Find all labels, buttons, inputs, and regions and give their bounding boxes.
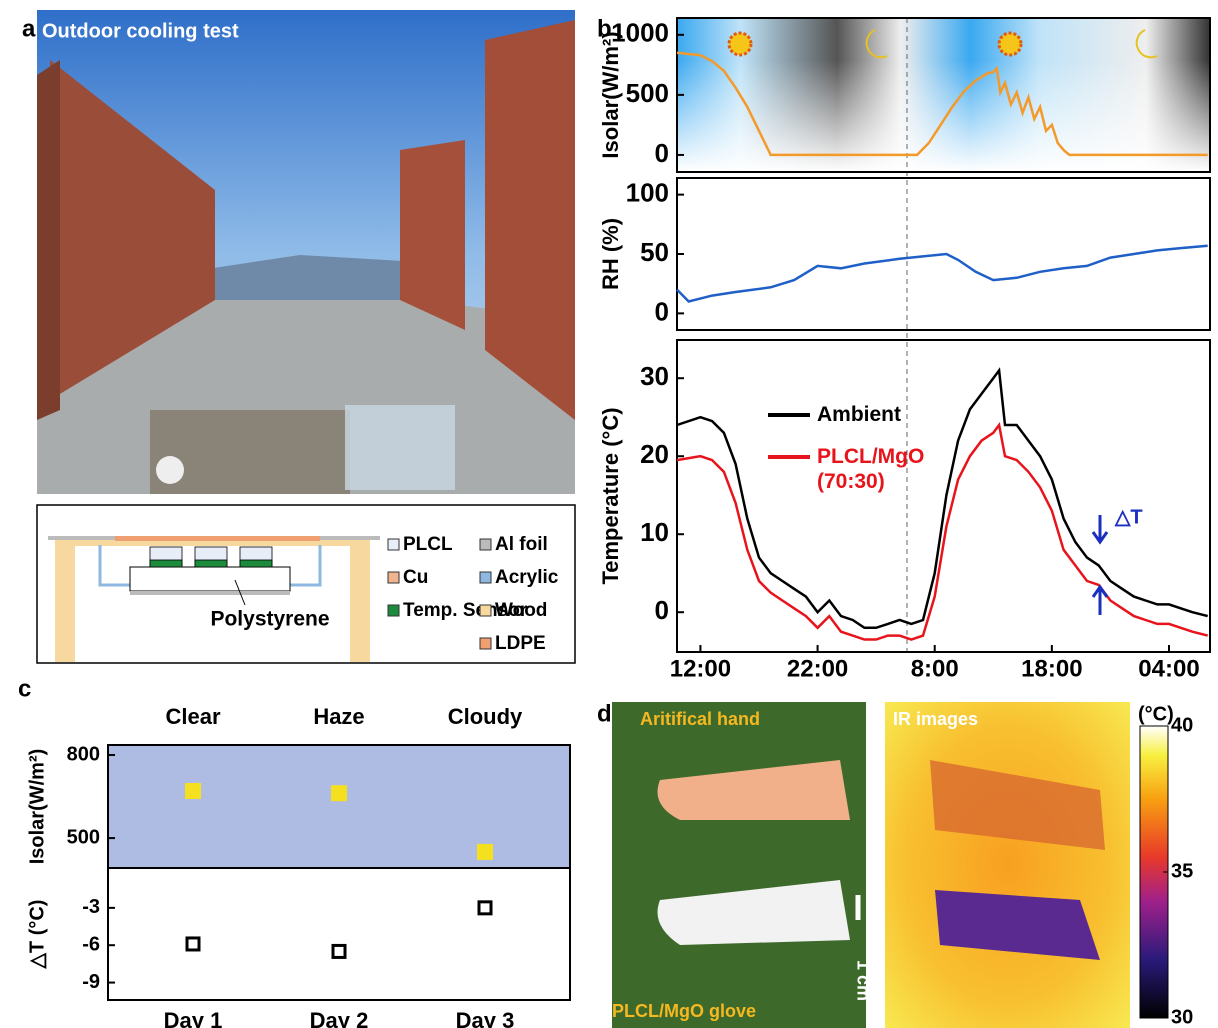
category-label: Day 1 bbox=[164, 1008, 223, 1028]
y-tick-label: 0 bbox=[655, 138, 669, 168]
y-tick-label: 500 bbox=[67, 826, 100, 848]
annotation: △T bbox=[1114, 506, 1143, 528]
marker bbox=[331, 785, 347, 801]
category-label: Clear bbox=[165, 704, 220, 729]
y-tick-label: 0 bbox=[655, 595, 669, 625]
y-tick-label: 10 bbox=[640, 517, 669, 547]
plot-frame bbox=[108, 868, 570, 1000]
y-tick-label: 800 bbox=[67, 743, 100, 765]
y-axis-label: Isolar(W/m²) bbox=[26, 749, 48, 865]
line-series bbox=[677, 370, 1208, 627]
legend-label: Al foil bbox=[495, 534, 548, 555]
marker bbox=[479, 902, 491, 914]
legend-label: PLCL/MgO(70:30) bbox=[817, 445, 924, 493]
panel-label: c bbox=[18, 675, 31, 702]
y-tick-label: -9 bbox=[82, 971, 100, 993]
photo-label: IR images bbox=[893, 709, 978, 729]
category-label: Haze bbox=[313, 704, 364, 729]
marker bbox=[187, 938, 199, 950]
marker bbox=[477, 844, 493, 860]
photo-label: PLCL/MgO glove bbox=[612, 1001, 756, 1021]
marker bbox=[185, 783, 201, 799]
tick-label: 35 bbox=[1171, 860, 1193, 882]
legend-swatch bbox=[480, 605, 491, 616]
photo-label: Aritifical hand bbox=[640, 709, 760, 729]
legend-label: Acrylic bbox=[495, 567, 559, 588]
legend-label: PLCL bbox=[403, 534, 453, 555]
legend-swatch bbox=[480, 638, 491, 649]
category-label: Day 2 bbox=[310, 1008, 369, 1028]
legend-label: Cu bbox=[403, 567, 428, 588]
line-series bbox=[677, 425, 1208, 640]
arrow bbox=[1093, 515, 1107, 542]
y-tick-label: -3 bbox=[82, 896, 100, 918]
schematic-label: Polystyrene bbox=[210, 608, 329, 631]
y-tick-label: 500 bbox=[626, 78, 669, 108]
category-label: Cloudy bbox=[448, 704, 523, 729]
y-axis-label: △T (°C) bbox=[26, 900, 48, 970]
panel-label: d bbox=[597, 700, 612, 727]
legend-swatch bbox=[388, 572, 399, 583]
background-band bbox=[108, 745, 570, 868]
tick-label: 30 bbox=[1171, 1006, 1193, 1028]
legend-label: LDPE bbox=[495, 633, 546, 654]
y-axis-label: RH (%) bbox=[598, 218, 623, 290]
scale-label: 1 cm bbox=[853, 960, 873, 1001]
category-label: Day 3 bbox=[456, 1008, 515, 1028]
panel-label: a bbox=[22, 15, 36, 42]
y-tick-label: 100 bbox=[626, 178, 669, 208]
marker bbox=[333, 945, 345, 957]
x-tick-label: 12:00 bbox=[670, 655, 731, 682]
photo-a bbox=[37, 10, 575, 494]
legend-label: Wood bbox=[495, 600, 547, 621]
tick-label: 40 bbox=[1171, 714, 1193, 736]
plot-frame bbox=[677, 340, 1210, 652]
legend-swatch bbox=[388, 605, 399, 616]
legend-swatch bbox=[388, 539, 399, 550]
legend-swatch bbox=[480, 539, 491, 550]
x-tick-label: 18:00 bbox=[1021, 655, 1082, 682]
y-tick-label: 0 bbox=[655, 296, 669, 326]
y-tick-label: 30 bbox=[640, 361, 669, 391]
y-axis-label: Temperature (°C) bbox=[598, 407, 623, 584]
x-tick-label: 22:00 bbox=[787, 655, 848, 682]
legend-swatch bbox=[480, 572, 491, 583]
y-axis-label: Isolar(W/m²) bbox=[598, 31, 623, 158]
photo-title: Outdoor cooling test bbox=[42, 20, 239, 42]
line-series bbox=[677, 246, 1208, 302]
y-tick-label: 50 bbox=[640, 237, 669, 267]
legend-label: Ambient bbox=[817, 403, 901, 426]
x-tick-label: 8:00 bbox=[911, 655, 959, 682]
figure: a Outdoor cooling test Polystyrene b c d… bbox=[0, 0, 1218, 1028]
colorbar-title: (°C) bbox=[1138, 703, 1174, 725]
x-tick-label: 04:00 bbox=[1138, 655, 1199, 682]
y-tick-label: 20 bbox=[640, 439, 669, 469]
y-tick-label: -6 bbox=[82, 933, 100, 955]
